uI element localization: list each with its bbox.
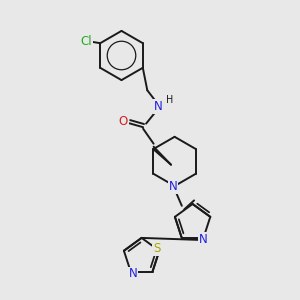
Text: H: H (166, 95, 173, 105)
Text: S: S (153, 242, 161, 255)
Text: Cl: Cl (80, 35, 92, 48)
Text: N: N (154, 100, 163, 113)
Text: N: N (129, 267, 137, 280)
Text: N: N (199, 232, 208, 246)
Text: O: O (119, 115, 128, 128)
Text: N: N (169, 180, 178, 193)
